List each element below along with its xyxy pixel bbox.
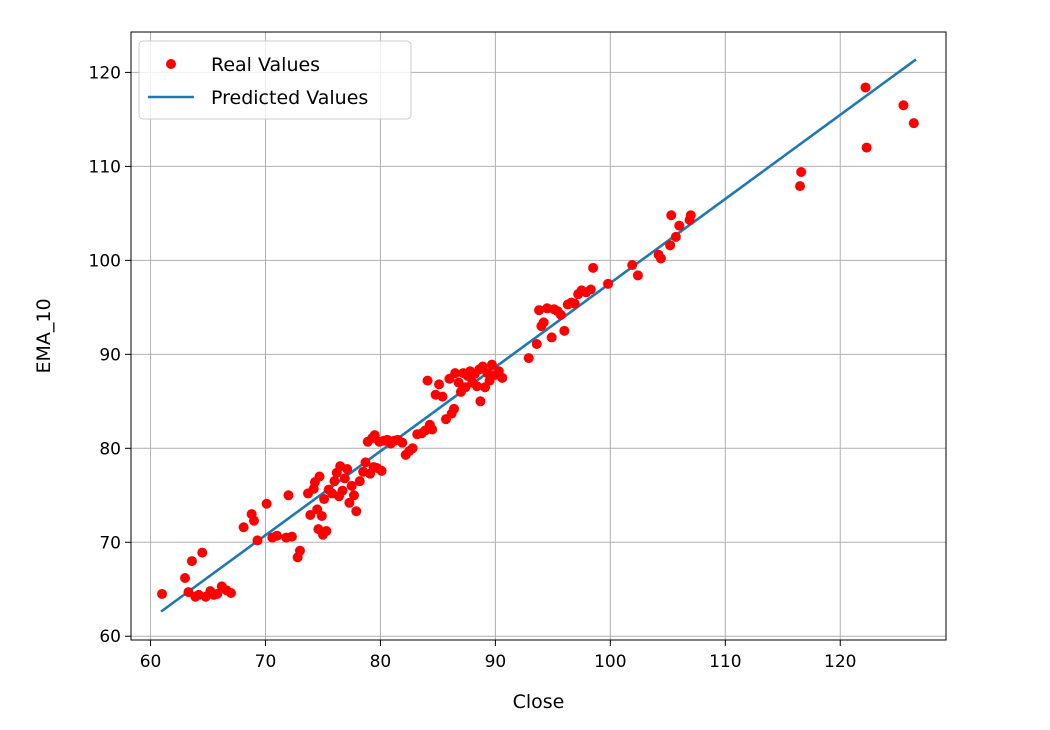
- data-point: [472, 381, 483, 392]
- data-point: [294, 545, 305, 556]
- data-point: [422, 375, 433, 386]
- data-point: [655, 253, 666, 264]
- predicted-values-line: [160, 58, 917, 613]
- data-point: [860, 82, 871, 93]
- data-point: [627, 260, 638, 271]
- data-point: [665, 240, 676, 251]
- data-point: [316, 510, 327, 521]
- data-point: [538, 317, 549, 328]
- data-point: [342, 463, 353, 474]
- x-tick-label: 80: [370, 652, 392, 672]
- legend-marker-real-values: [166, 59, 176, 69]
- x-tick-label: 70: [255, 652, 277, 672]
- data-point: [337, 485, 348, 496]
- legend: Real Values Predicted Values: [138, 40, 412, 120]
- data-point: [346, 480, 357, 491]
- data-point: [319, 494, 330, 505]
- y-axis-ticks: 60 70 80 90 100 110 120: [89, 63, 131, 647]
- data-point: [252, 535, 263, 546]
- data-point: [486, 359, 497, 370]
- data-point: [157, 588, 168, 599]
- data-point: [670, 231, 681, 242]
- y-axis-label: EMA_10: [33, 298, 55, 373]
- data-point: [354, 476, 365, 487]
- legend-label-real-values: Real Values: [211, 54, 320, 76]
- data-point: [349, 490, 360, 501]
- data-point: [261, 498, 272, 509]
- data-point: [186, 556, 197, 567]
- data-point: [531, 338, 542, 349]
- data-point: [197, 547, 208, 558]
- y-tick-label: 60: [99, 627, 121, 647]
- data-point: [482, 368, 493, 379]
- data-point: [376, 465, 387, 476]
- data-point: [397, 437, 408, 448]
- data-point: [559, 325, 570, 336]
- y-tick-label: 70: [99, 533, 121, 553]
- predicted-values-series: [160, 58, 917, 613]
- data-point: [555, 309, 566, 320]
- data-point: [523, 353, 534, 364]
- data-point: [475, 396, 486, 407]
- data-point: [632, 270, 643, 281]
- data-point: [898, 100, 909, 111]
- data-point: [283, 490, 294, 501]
- data-point: [344, 497, 355, 508]
- data-point: [546, 332, 557, 343]
- data-point: [407, 443, 418, 454]
- data-point: [534, 305, 545, 316]
- data-point: [796, 167, 807, 178]
- data-point: [861, 142, 872, 153]
- x-tick-label: 100: [594, 652, 626, 672]
- data-point: [497, 372, 508, 383]
- data-point: [286, 531, 297, 542]
- data-point: [305, 510, 316, 521]
- plot-area-frame: [130, 31, 947, 641]
- x-tick-label: 120: [824, 652, 856, 672]
- data-point: [271, 530, 282, 541]
- data-point: [351, 506, 362, 517]
- x-tick-label: 60: [140, 652, 162, 672]
- y-tick-label: 100: [89, 251, 121, 271]
- data-point: [248, 515, 259, 526]
- data-point: [588, 262, 599, 273]
- data-point: [795, 181, 806, 192]
- data-point: [685, 210, 696, 221]
- data-point: [449, 403, 460, 414]
- y-tick-label: 110: [89, 157, 121, 177]
- data-point: [339, 473, 350, 484]
- data-point: [437, 391, 448, 402]
- data-point: [908, 118, 919, 129]
- data-point: [427, 424, 438, 435]
- data-point: [212, 588, 223, 599]
- x-tick-label: 110: [709, 652, 741, 672]
- legend-box: [138, 40, 412, 120]
- data-point: [585, 284, 596, 295]
- x-axis-label: Close: [513, 691, 565, 713]
- data-point: [569, 298, 580, 309]
- real-values-series: [157, 82, 919, 602]
- data-point: [329, 476, 340, 487]
- data-point: [314, 471, 325, 482]
- data-point: [180, 572, 191, 583]
- data-point: [603, 278, 614, 289]
- grid-lines: [131, 32, 946, 640]
- y-tick-label: 80: [99, 439, 121, 459]
- data-point: [226, 588, 237, 599]
- data-point: [666, 210, 677, 221]
- data-point: [434, 379, 445, 390]
- data-point: [321, 525, 332, 536]
- data-point: [450, 368, 461, 379]
- y-tick-label: 90: [99, 345, 121, 365]
- data-point: [674, 220, 685, 231]
- data-point: [360, 457, 371, 468]
- x-tick-label: 90: [485, 652, 507, 672]
- data-point: [238, 522, 249, 533]
- x-axis-ticks: 60 70 80 90 100 110 120: [140, 640, 856, 672]
- legend-label-predicted-values: Predicted Values: [211, 87, 368, 109]
- y-tick-label: 120: [89, 63, 121, 83]
